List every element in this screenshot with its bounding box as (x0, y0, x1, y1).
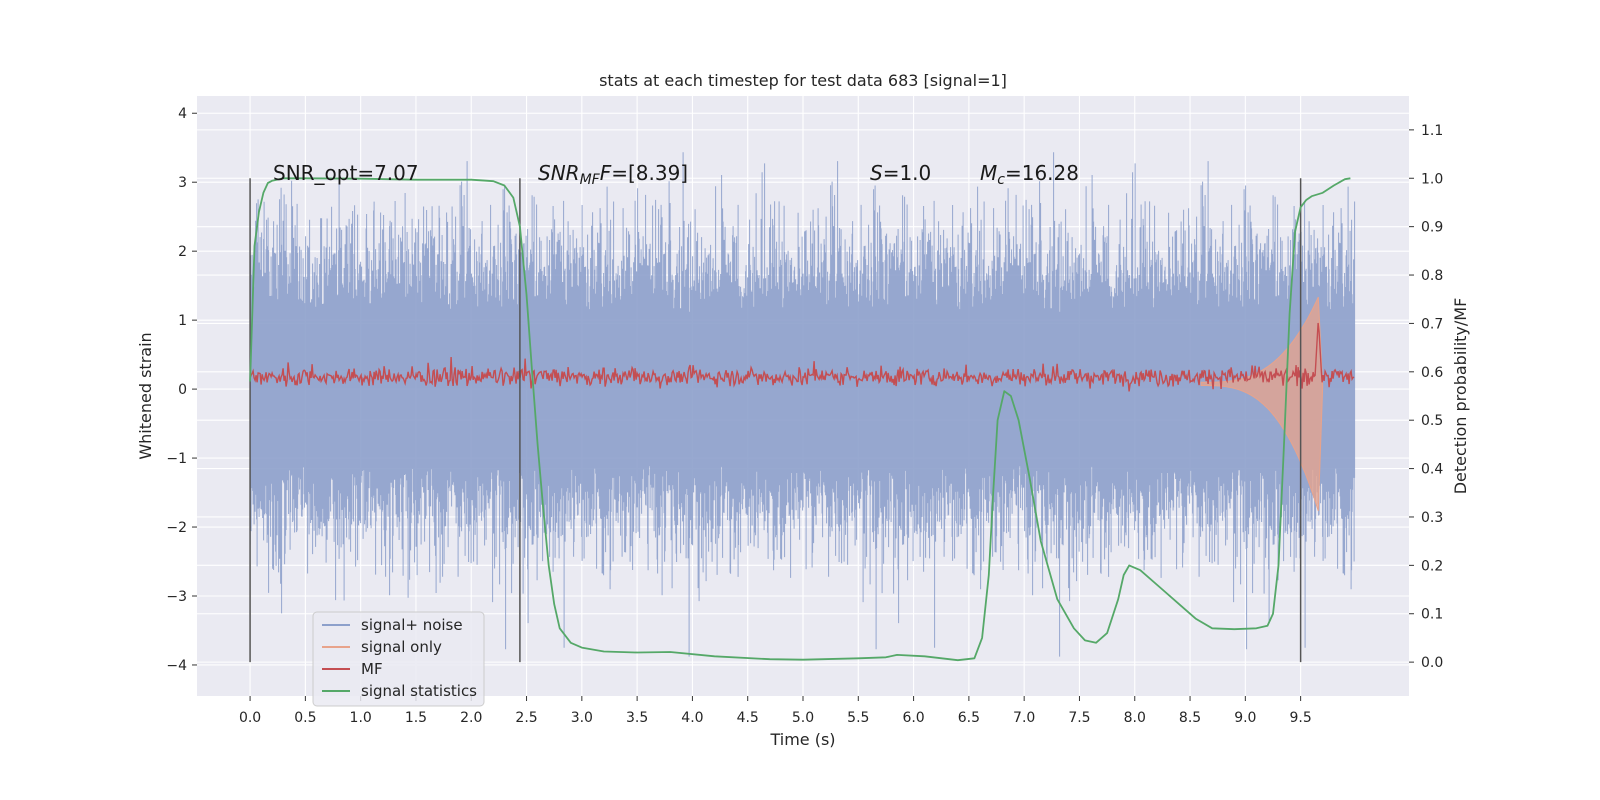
y2-tick-label: 0.6 (1421, 365, 1443, 381)
y-tick-label: 3 (178, 175, 187, 191)
y-tick-label: −1 (166, 451, 187, 467)
x-tick-label: 3.5 (626, 710, 648, 726)
series-mf (249, 322, 1355, 392)
annotation-snr-mf: SNRMFF=[8.39] (538, 161, 688, 188)
y2-tick-label: 0.4 (1421, 462, 1443, 478)
vertical-markers (249, 178, 1302, 663)
x-tick-label: 8.5 (1179, 710, 1201, 726)
x-tick-label: 1.5 (405, 710, 427, 726)
legend-box (312, 611, 485, 707)
annotation-snr-opt: SNR_opt=7.07 (273, 161, 419, 185)
chart-title: stats at each timestep for test data 683… (599, 71, 1007, 90)
y2-tick-label: 0.0 (1421, 655, 1443, 671)
y2-tick-label: 0.2 (1421, 558, 1443, 574)
x-tick-label: 2.5 (515, 710, 537, 726)
series-line-signal-statistics (249, 177, 1351, 662)
annotations: SNR_opt=7.07 SNRMFF=[8.39] S=1.0 Mc=16.2… (273, 161, 1079, 188)
annotation-snr-mf-subscript: MF (580, 172, 601, 188)
x-tick-label: 0.0 (239, 710, 261, 726)
y2-tick-label: 0.9 (1421, 220, 1443, 236)
legend-label: signal statistics (361, 682, 477, 700)
y2-tick-label: 0.8 (1421, 268, 1443, 284)
y-axis-label: Whitened strain (136, 332, 155, 459)
annotation-snr-mf-symbol: SNR (538, 161, 580, 185)
legend: signal+ noise signal only MF signal statist… (312, 611, 485, 707)
y2-tick-label: 0.5 (1421, 413, 1443, 429)
x-tick-label: 3.0 (571, 710, 593, 726)
y2-tick-label: 1.1 (1421, 123, 1443, 139)
annotation-s-value: =1.0 (883, 161, 932, 185)
x-axis-ticks: 0.0 0.5 1.0 1.5 2.0 2.5 3.0 3.5 4.0 4.5 5.0 5.5 6.0 6… (239, 696, 1312, 726)
y-tick-label: −4 (166, 658, 187, 674)
annotation-mc-symbol: M (980, 161, 997, 185)
annotation-mc-value: =16.28 (1005, 161, 1079, 185)
legend-label: MF (361, 660, 383, 678)
y2-tick-label: 0.1 (1421, 607, 1443, 623)
x-tick-label: 5.0 (792, 710, 814, 726)
y2-tick-label: 1.0 (1421, 171, 1443, 187)
x-tick-label: 5.5 (847, 710, 869, 726)
y-tick-label: 2 (178, 244, 187, 260)
y-tick-label: 1 (178, 313, 187, 329)
x-tick-label: 4.5 (737, 710, 759, 726)
annotation-mc-subscript: c (997, 172, 1005, 188)
x-tick-label: 7.0 (1013, 710, 1035, 726)
annotation-s-symbol: S (870, 161, 883, 185)
y2-tick-label: 0.3 (1421, 510, 1443, 526)
x-tick-label: 7.5 (1068, 710, 1090, 726)
x-tick-label: 8.0 (1124, 710, 1146, 726)
x-tick-label: 9.5 (1289, 710, 1311, 726)
y-tick-label: −3 (166, 589, 187, 605)
x-tick-label: 4.0 (681, 710, 703, 726)
x-axis-label: Time (s) (769, 730, 835, 749)
x-tick-label: 1.0 (350, 710, 372, 726)
legend-label: signal only (361, 638, 442, 656)
series-line-mf (249, 322, 1355, 392)
annotation-snr-mf-value: =[8.39] (611, 161, 688, 185)
y2-axis-label: Detection probability/MF (1451, 298, 1470, 495)
series-signal-statistics (249, 177, 1351, 662)
y-tick-label: −2 (166, 520, 187, 536)
annotation-s: S=1.0 (870, 161, 931, 185)
x-tick-label: 0.5 (294, 710, 316, 726)
annotation-mc: Mc=16.28 (980, 161, 1079, 188)
legend-label: signal+ noise (361, 616, 463, 634)
y-axis-ticks: 4 3 2 1 0 −1 −2 −3 −4 (166, 106, 197, 674)
x-tick-label: 6.5 (958, 710, 980, 726)
x-tick-label: 9.0 (1234, 710, 1256, 726)
y-tick-label: 0 (178, 382, 187, 398)
y2-tick-label: 0.7 (1421, 316, 1443, 332)
x-tick-label: 2.0 (460, 710, 482, 726)
annotation-snr-mf-var: F (600, 161, 612, 185)
y-tick-label: 4 (178, 106, 187, 122)
x-tick-label: 6.0 (902, 710, 924, 726)
y2-axis-ticks: 1.1 1.0 0.9 0.8 0.7 0.6 0.5 0.4 0.3 0.2 0.1 0.0 (1409, 123, 1443, 671)
